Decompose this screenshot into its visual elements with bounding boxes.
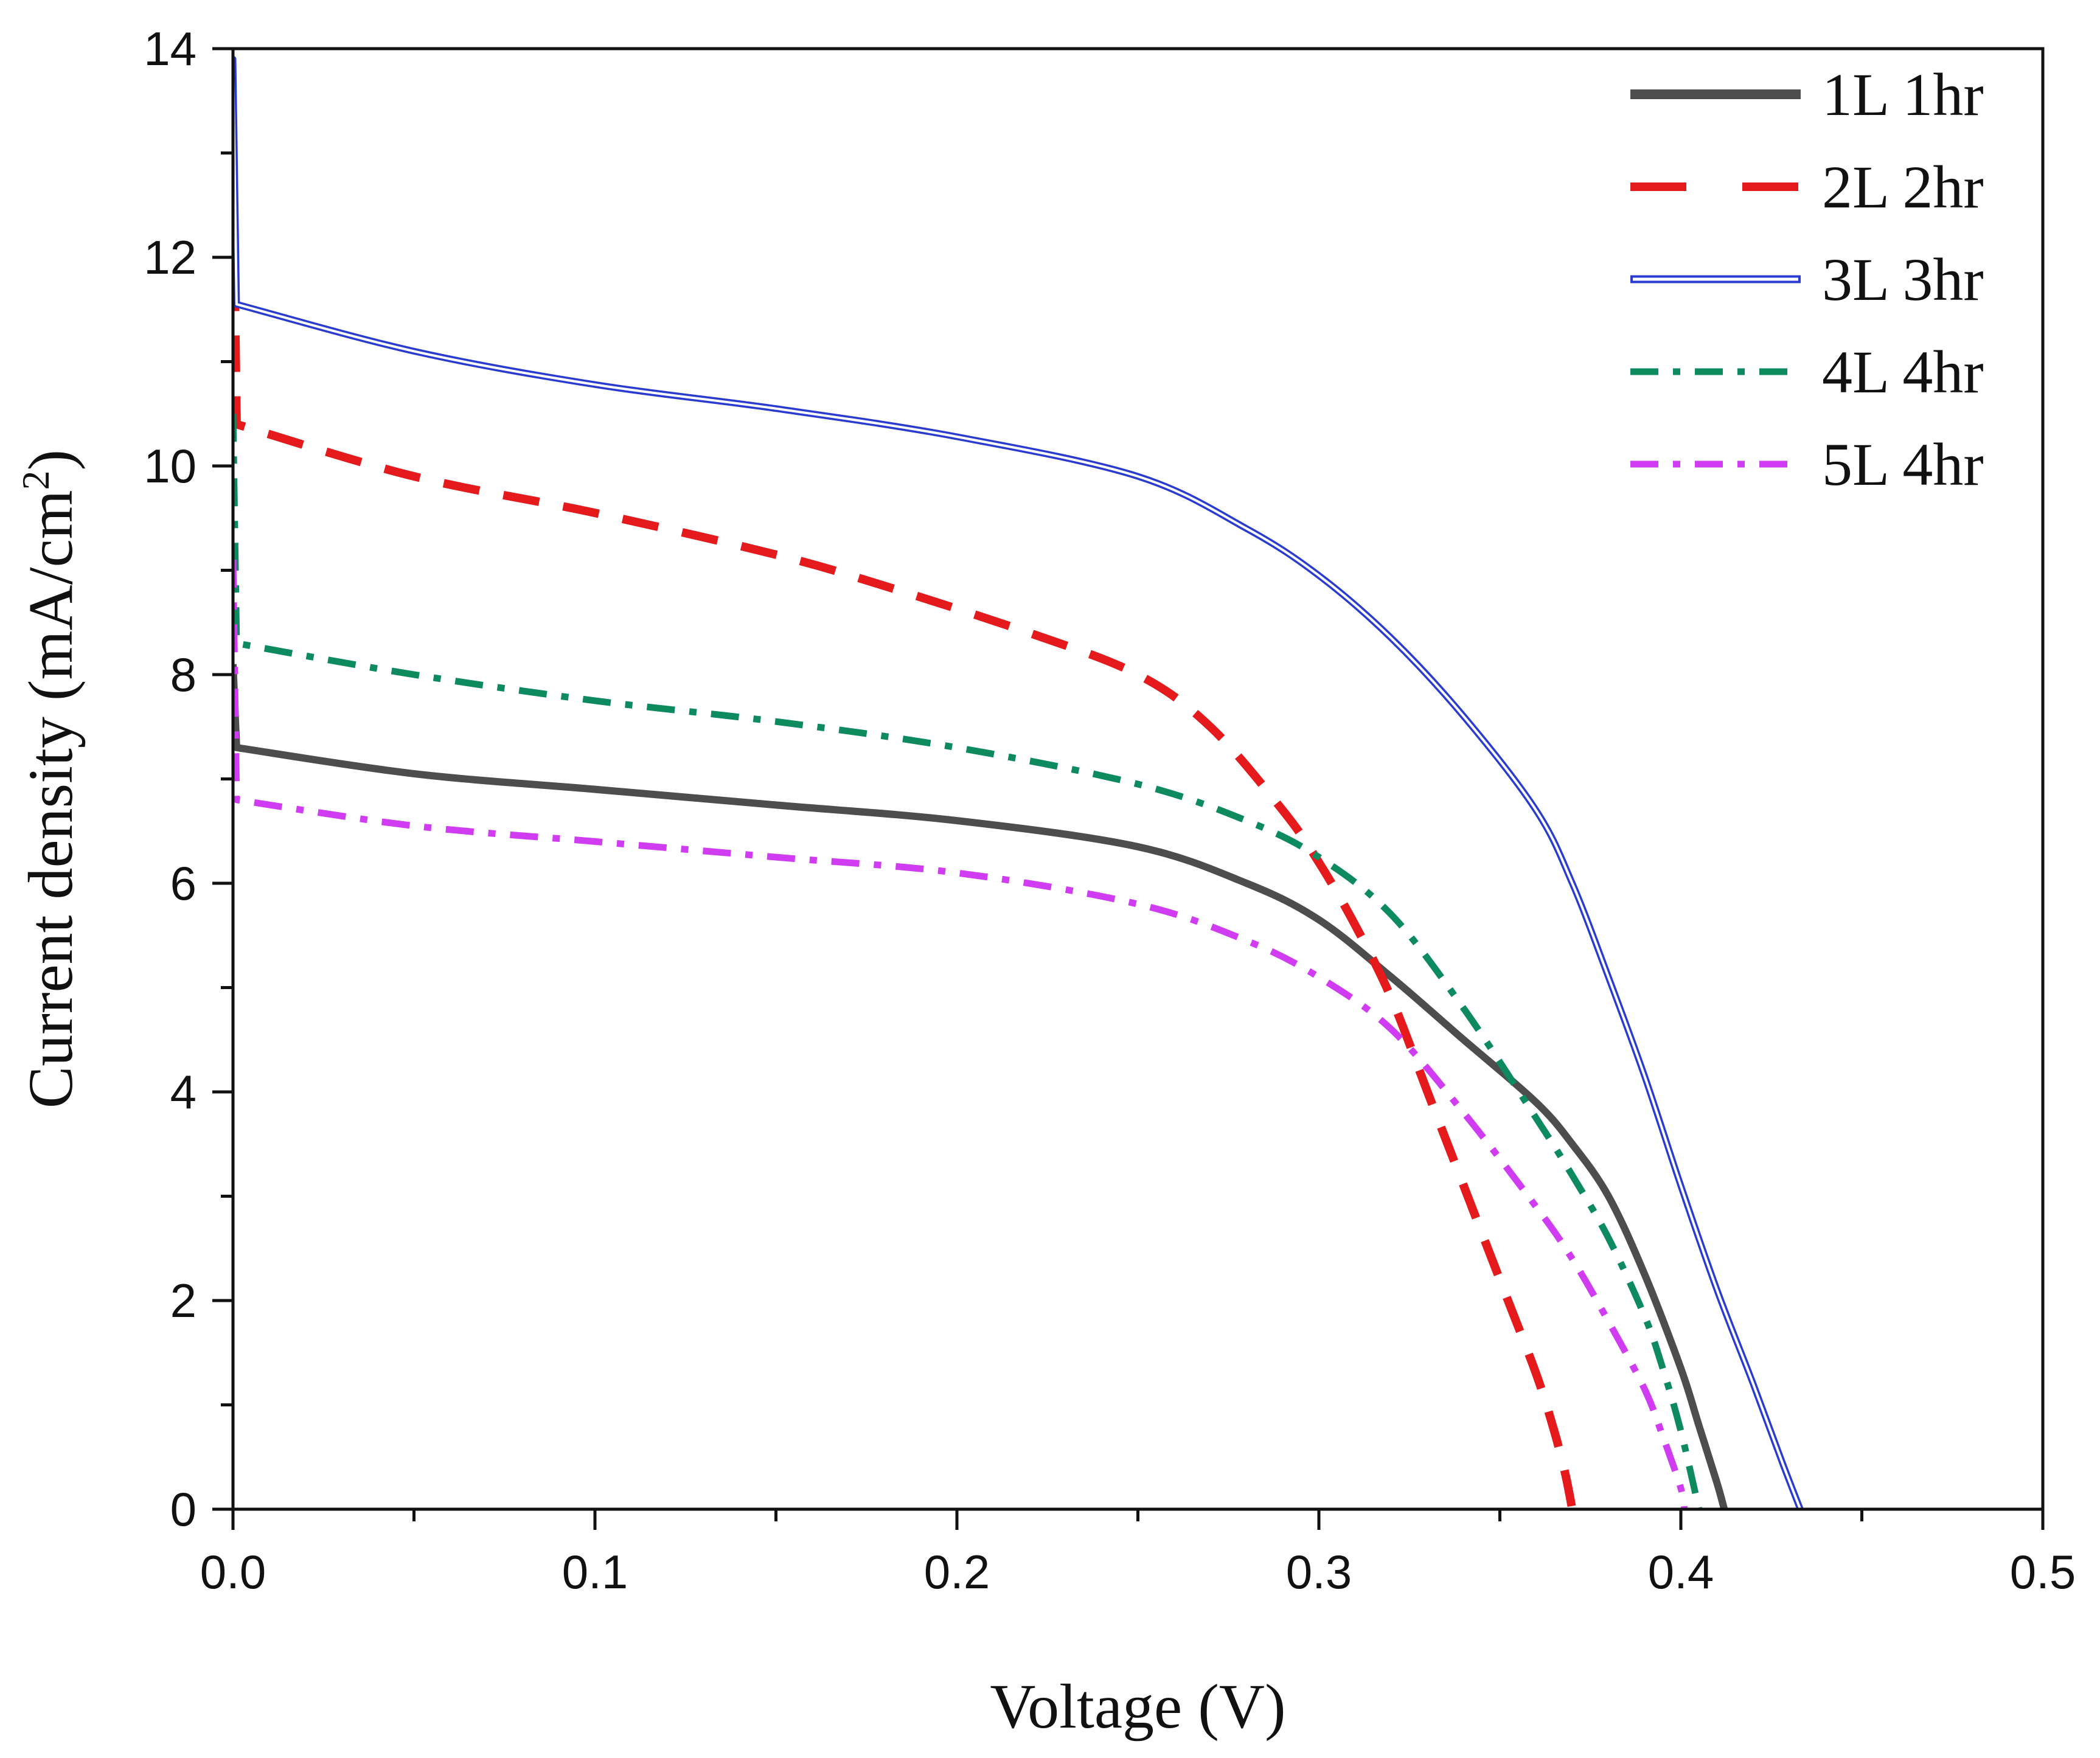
- legend-label-2l-2hr: 2L 2hr: [1822, 153, 1984, 221]
- x-axis-title: Voltage (V): [990, 1672, 1285, 1742]
- y-tick-label: 14: [144, 22, 196, 75]
- y-tick-label: 12: [144, 231, 196, 284]
- x-tick-label: 0.2: [924, 1545, 990, 1599]
- x-tick-label: 0.5: [2010, 1545, 2076, 1599]
- series-line-1l-1hr: [233, 664, 1728, 1509]
- series-layer: [233, 55, 1804, 1509]
- y-tick-label: 2: [170, 1274, 196, 1327]
- series-line-5l-4hr: [233, 560, 1688, 1509]
- y-axis-title-superscript: 2: [14, 470, 57, 490]
- x-tick-label: 0.1: [562, 1545, 628, 1599]
- series-line-4l-4hr: [233, 414, 1703, 1509]
- y-tick-label: 6: [170, 856, 196, 910]
- legend-label-5l-4hr: 5L 4hr: [1822, 431, 1984, 498]
- series-line-inner-3l-3hr: [233, 58, 1802, 1509]
- y-axis-title: Current density (mA/cm2): [14, 450, 86, 1108]
- y-tick-label: 4: [170, 1065, 196, 1119]
- legend-label-1l-1hr: 1L 1hr: [1822, 61, 1984, 128]
- y-tick-label: 8: [170, 648, 196, 701]
- y-axis-title-main: Current density (mA/cm: [16, 490, 86, 1108]
- y-tick-label: 0: [170, 1482, 196, 1536]
- y-axis-title-close: ): [16, 450, 86, 471]
- legend: 1L 1hr 2L 2hr 3L 3hr 4L 4hr 5L 4hr: [1630, 61, 1984, 498]
- legend-label-4l-4hr: 4L 4hr: [1822, 338, 1984, 406]
- series-line-2l-2hr: [233, 153, 1577, 1509]
- legend-label-3l-3hr: 3L 3hr: [1822, 246, 1984, 313]
- x-axis-ticks: 0.0 0.1 0.2 0.3 0.4 0.5: [200, 1509, 2076, 1599]
- x-tick-label: 0.0: [200, 1545, 266, 1599]
- y-tick-label: 10: [144, 439, 196, 493]
- y-axis-ticks: 0 2 4 6 8 10 12 14: [144, 22, 233, 1536]
- series-line-3l-3hr: [233, 55, 1804, 1509]
- x-tick-label: 0.3: [1286, 1545, 1352, 1599]
- x-tick-label: 0.4: [1648, 1545, 1714, 1599]
